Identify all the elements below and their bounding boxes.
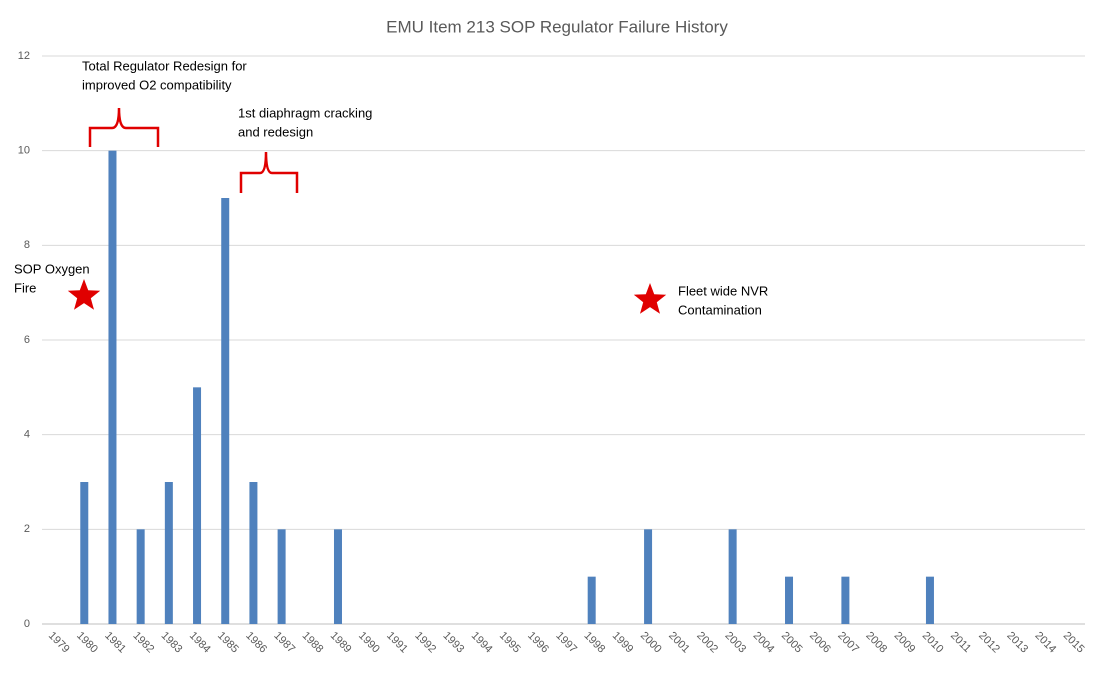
chart-title: EMU Item 213 SOP Regulator Failure Histo… bbox=[386, 17, 728, 36]
bar bbox=[249, 482, 258, 624]
bar bbox=[841, 576, 850, 624]
bar bbox=[136, 529, 145, 624]
bar bbox=[80, 482, 89, 624]
annotation: 1st diaphragm cracking bbox=[238, 105, 372, 120]
annotation: Total Regulator Redesign for bbox=[82, 58, 247, 73]
bar bbox=[164, 482, 173, 624]
bar bbox=[587, 576, 596, 624]
star bbox=[633, 283, 667, 314]
y-tick-label: 0 bbox=[24, 618, 30, 630]
bar bbox=[785, 576, 794, 624]
annotation: Fleet wide NVR bbox=[678, 283, 768, 298]
bar bbox=[333, 529, 342, 624]
annotation: and redesign bbox=[238, 124, 313, 139]
bar bbox=[644, 529, 653, 624]
bracket bbox=[88, 107, 160, 147]
star bbox=[67, 279, 101, 310]
y-tick-label: 6 bbox=[24, 334, 30, 346]
bar bbox=[221, 198, 230, 624]
bar bbox=[108, 150, 117, 624]
bar bbox=[277, 529, 286, 624]
bar bbox=[728, 529, 737, 624]
y-tick-label: 8 bbox=[24, 239, 30, 251]
y-tick-label: 12 bbox=[18, 50, 30, 62]
annotation: improved O2 compatibility bbox=[82, 77, 232, 92]
bracket bbox=[239, 151, 299, 193]
y-tick-label: 10 bbox=[18, 145, 30, 157]
annotation: Fire bbox=[14, 280, 36, 295]
annotation: Contamination bbox=[678, 302, 762, 317]
bar bbox=[193, 387, 202, 624]
bar bbox=[925, 576, 934, 624]
y-tick-label: 4 bbox=[24, 429, 30, 441]
annotation: SOP Oxygen bbox=[14, 261, 90, 276]
y-tick-label: 2 bbox=[24, 523, 30, 535]
